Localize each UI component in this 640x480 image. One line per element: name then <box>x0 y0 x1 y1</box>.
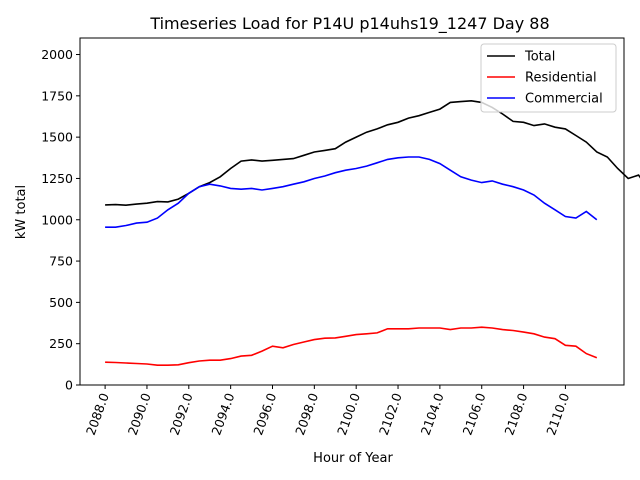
x-axis-label: Hour of Year <box>313 451 393 466</box>
chart-title: Timeseries Load for P14U p14uhs19_1247 D… <box>149 14 549 34</box>
series-line-commercial <box>105 156 598 228</box>
x-tick-label: 2098.0 <box>292 391 321 437</box>
x-tick-label: 2100.0 <box>334 391 363 437</box>
x-tick-label: 2108.0 <box>501 391 530 437</box>
y-tick-label: 1000 <box>41 212 73 227</box>
x-tick-label: 2110.0 <box>543 391 572 437</box>
legend-label: Commercial <box>525 92 603 107</box>
y-tick-label: 250 <box>49 336 73 351</box>
plot-frame <box>79 37 625 386</box>
y-tick-label: 1500 <box>41 130 73 145</box>
legend-label: Total <box>524 50 555 65</box>
x-tick-label: 2090.0 <box>125 391 154 437</box>
x-tick-label: 2092.0 <box>167 391 196 437</box>
y-axis-label: kW total <box>14 185 29 239</box>
y-tick-label: 750 <box>49 254 73 269</box>
x-tick-label: 2104.0 <box>418 391 447 437</box>
y-tick-label: 0 <box>65 378 73 393</box>
series-line-total <box>105 99 640 207</box>
x-tick-label: 2088.0 <box>83 391 112 437</box>
x-tick-label: 2096.0 <box>250 391 279 437</box>
x-tick-label: 2094.0 <box>208 391 237 437</box>
legend: Total Residential Commercial <box>480 43 617 113</box>
legend-box <box>480 43 617 113</box>
y-tick-label: 1750 <box>41 88 73 103</box>
y-tick-label: 2000 <box>41 47 73 62</box>
y-tick-label: 1250 <box>41 171 73 186</box>
x-tick-label: 2102.0 <box>376 391 405 437</box>
legend-label: Residential <box>525 71 597 86</box>
series-line-residential <box>105 326 598 367</box>
x-tick-label: 2106.0 <box>459 391 488 437</box>
y-tick-label: 500 <box>49 295 73 310</box>
